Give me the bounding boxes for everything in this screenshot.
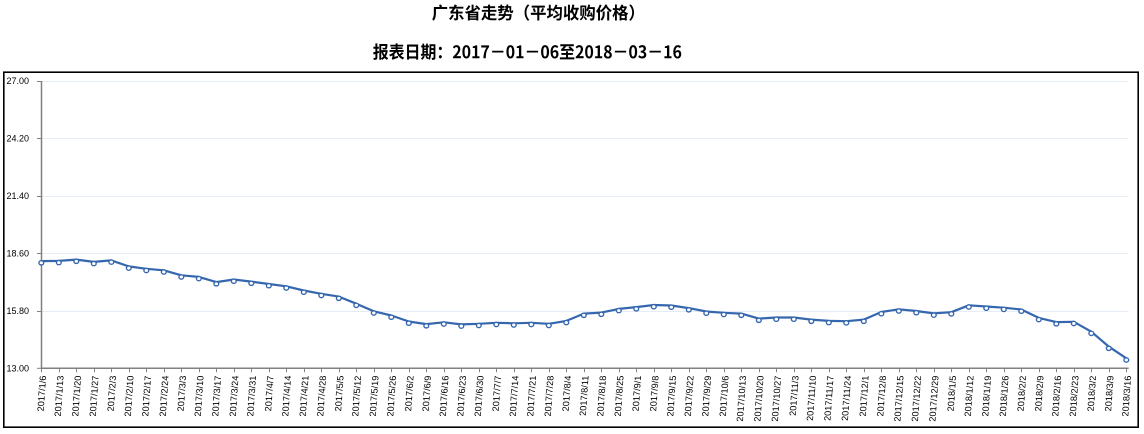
svg-text:2017/6/16: 2017/6/16 (438, 376, 451, 417)
svg-text:2017/6/9: 2017/6/9 (421, 376, 433, 412)
svg-text:2017/5/26: 2017/5/26 (385, 376, 398, 417)
svg-text:2017/3/3: 2017/3/3 (176, 376, 188, 412)
svg-text:2018/2/23: 2018/2/23 (1068, 376, 1081, 417)
svg-text:2017/5/19: 2017/5/19 (368, 376, 381, 417)
svg-text:2017/12/15: 2017/12/15 (892, 376, 905, 422)
svg-text:2017/9/29: 2017/9/29 (700, 376, 713, 417)
svg-text:2018/1/12: 2018/1/12 (963, 376, 976, 417)
svg-text:2017/2/17: 2017/2/17 (140, 376, 153, 417)
svg-text:24.20: 24.20 (6, 134, 29, 144)
svg-text:2017/7/7: 2017/7/7 (491, 376, 503, 412)
svg-text:15.80: 15.80 (6, 306, 29, 316)
svg-text:2018/2/9: 2018/2/9 (1033, 376, 1045, 412)
svg-text:2017/8/4: 2017/8/4 (561, 376, 573, 412)
svg-text:2018/2/2: 2018/2/2 (1016, 376, 1028, 412)
svg-text:2018/1/5: 2018/1/5 (946, 376, 958, 412)
svg-text:2017/1/27: 2017/1/27 (88, 376, 101, 417)
svg-text:2018/1/19: 2018/1/19 (980, 376, 993, 417)
svg-text:2017/4/28: 2017/4/28 (315, 376, 328, 417)
svg-text:27.00: 27.00 (6, 76, 29, 86)
svg-text:18.60: 18.60 (6, 249, 29, 259)
svg-text:2017/3/24: 2017/3/24 (228, 376, 241, 417)
svg-text:2017/8/11: 2017/8/11 (578, 376, 591, 416)
svg-text:2017/10/13: 2017/10/13 (735, 376, 748, 422)
svg-text:2017/11/3: 2017/11/3 (788, 376, 801, 416)
svg-text:2017/7/21: 2017/7/21 (525, 376, 538, 417)
svg-text:2017/12/8: 2017/12/8 (875, 376, 888, 417)
svg-text:2017/1/20: 2017/1/20 (70, 376, 83, 417)
svg-text:21.40: 21.40 (6, 191, 29, 201)
svg-text:2017/3/17: 2017/3/17 (210, 376, 223, 417)
svg-text:2017/11/24: 2017/11/24 (840, 376, 853, 421)
svg-text:2017/3/10: 2017/3/10 (193, 376, 206, 417)
svg-text:2017/6/23: 2017/6/23 (455, 376, 468, 417)
svg-text:2017/8/18: 2017/8/18 (595, 376, 608, 417)
svg-text:2017/10/20: 2017/10/20 (752, 376, 765, 422)
svg-text:2018/2/16: 2018/2/16 (1050, 376, 1063, 417)
svg-text:2017/1/13: 2017/1/13 (53, 376, 66, 417)
svg-text:2018/1/26: 2018/1/26 (998, 376, 1011, 417)
svg-text:2017/5/5: 2017/5/5 (333, 376, 345, 412)
svg-text:2017/12/29: 2017/12/29 (927, 376, 940, 422)
svg-text:2017/12/1: 2017/12/1 (858, 376, 871, 417)
svg-text:2017/1/6: 2017/1/6 (36, 376, 48, 412)
svg-text:2017/5/12: 2017/5/12 (350, 376, 363, 417)
svg-text:2017/9/8: 2017/9/8 (648, 376, 660, 412)
svg-text:2017/11/10: 2017/11/10 (805, 376, 818, 421)
svg-text:2017/8/25: 2017/8/25 (613, 376, 626, 417)
svg-text:2017/10/27: 2017/10/27 (770, 376, 783, 422)
svg-text:2018/3/2: 2018/3/2 (1086, 376, 1098, 412)
svg-text:2017/2/3: 2017/2/3 (106, 376, 118, 412)
svg-text:2017/6/30: 2017/6/30 (473, 376, 486, 417)
svg-text:2017/7/14: 2017/7/14 (508, 376, 521, 417)
svg-text:2017/4/14: 2017/4/14 (280, 376, 293, 417)
svg-text:2017/12/22: 2017/12/22 (910, 376, 923, 422)
svg-text:2017/7/28: 2017/7/28 (543, 376, 556, 417)
svg-text:2017/6/2: 2017/6/2 (403, 376, 415, 412)
svg-text:2018/3/16: 2018/3/16 (1120, 376, 1133, 417)
svg-text:2018/3/9: 2018/3/9 (1103, 376, 1115, 412)
svg-text:13.00: 13.00 (6, 364, 29, 374)
svg-text:2017/2/24: 2017/2/24 (158, 376, 171, 417)
svg-text:2017/9/1: 2017/9/1 (631, 376, 643, 412)
svg-text:2017/10/6: 2017/10/6 (718, 376, 731, 417)
svg-text:2017/11/17: 2017/11/17 (822, 376, 835, 421)
svg-text:2017/2/10: 2017/2/10 (123, 376, 136, 417)
svg-text:2017/3/31: 2017/3/31 (245, 376, 258, 417)
svg-text:2017/4/21: 2017/4/21 (298, 376, 311, 417)
svg-text:2017/4/7: 2017/4/7 (263, 376, 275, 412)
svg-text:2017/9/15: 2017/9/15 (665, 376, 678, 417)
svg-text:2017/9/22: 2017/9/22 (683, 376, 696, 417)
